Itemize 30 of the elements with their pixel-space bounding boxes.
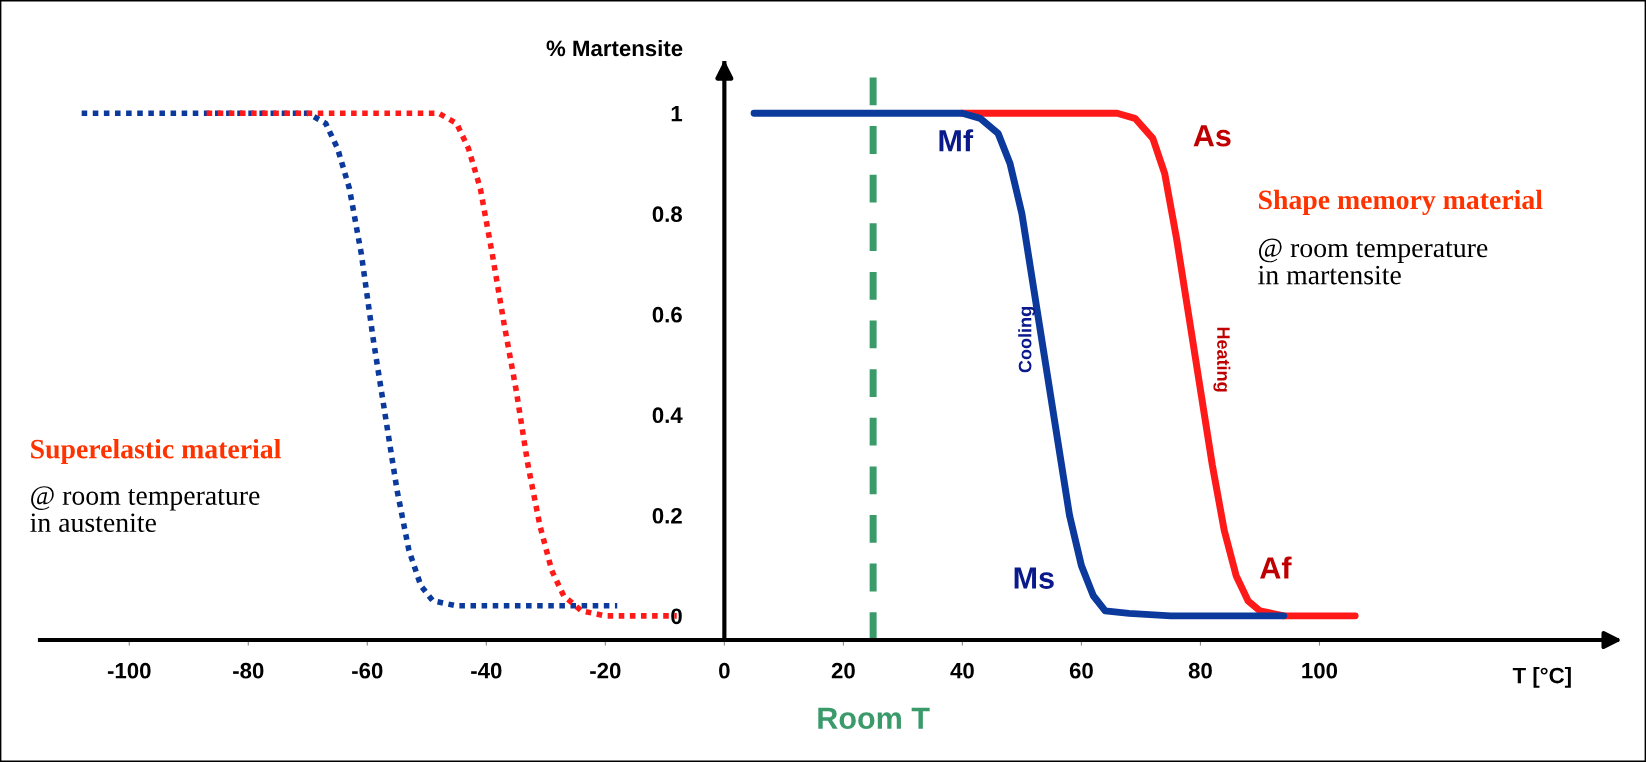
y-tick-label: 0.2: [652, 507, 682, 524]
annotation: Ms: [1014, 567, 1054, 589]
x-axis-title: T [°C]: [1512, 667, 1571, 688]
x-tick-label: 60: [1069, 662, 1093, 679]
annotation: Heating: [1213, 327, 1231, 392]
ref-line-label: Room T: [818, 707, 930, 730]
y-axis-title: % Martensite: [546, 39, 683, 57]
annotation: Cooling: [1018, 307, 1036, 373]
annotation: Mf: [939, 129, 974, 152]
x-tick-label: 100: [1302, 662, 1338, 679]
annotation: @ room temperature in martensite: [1258, 238, 1488, 285]
x-tick-label: 80: [1188, 662, 1212, 679]
annotation: Shape memory material: [1259, 189, 1543, 216]
annotation: Af: [1260, 556, 1292, 579]
x-tick-label: -60: [352, 662, 383, 679]
x-tick-label: -100: [107, 662, 151, 679]
annotation: @ room temperature in austenite: [30, 486, 260, 533]
y-tick-label: 0.4: [652, 407, 683, 424]
x-tick-label: -80: [233, 662, 264, 679]
y-tick-label: 1: [671, 106, 683, 122]
x-tick-label: 20: [831, 662, 855, 679]
x-tick-label: 0: [719, 662, 730, 679]
annotation: Superelastic material: [31, 438, 281, 465]
annotation: As: [1193, 125, 1231, 147]
y-tick-label: 0.8: [652, 206, 683, 223]
y-tick-label: 0: [671, 608, 682, 625]
x-tick-label: -20: [590, 662, 621, 679]
x-tick-label: -40: [471, 662, 502, 679]
x-tick-label: 40: [950, 662, 974, 679]
y-tick-label: 0.6: [652, 306, 682, 323]
